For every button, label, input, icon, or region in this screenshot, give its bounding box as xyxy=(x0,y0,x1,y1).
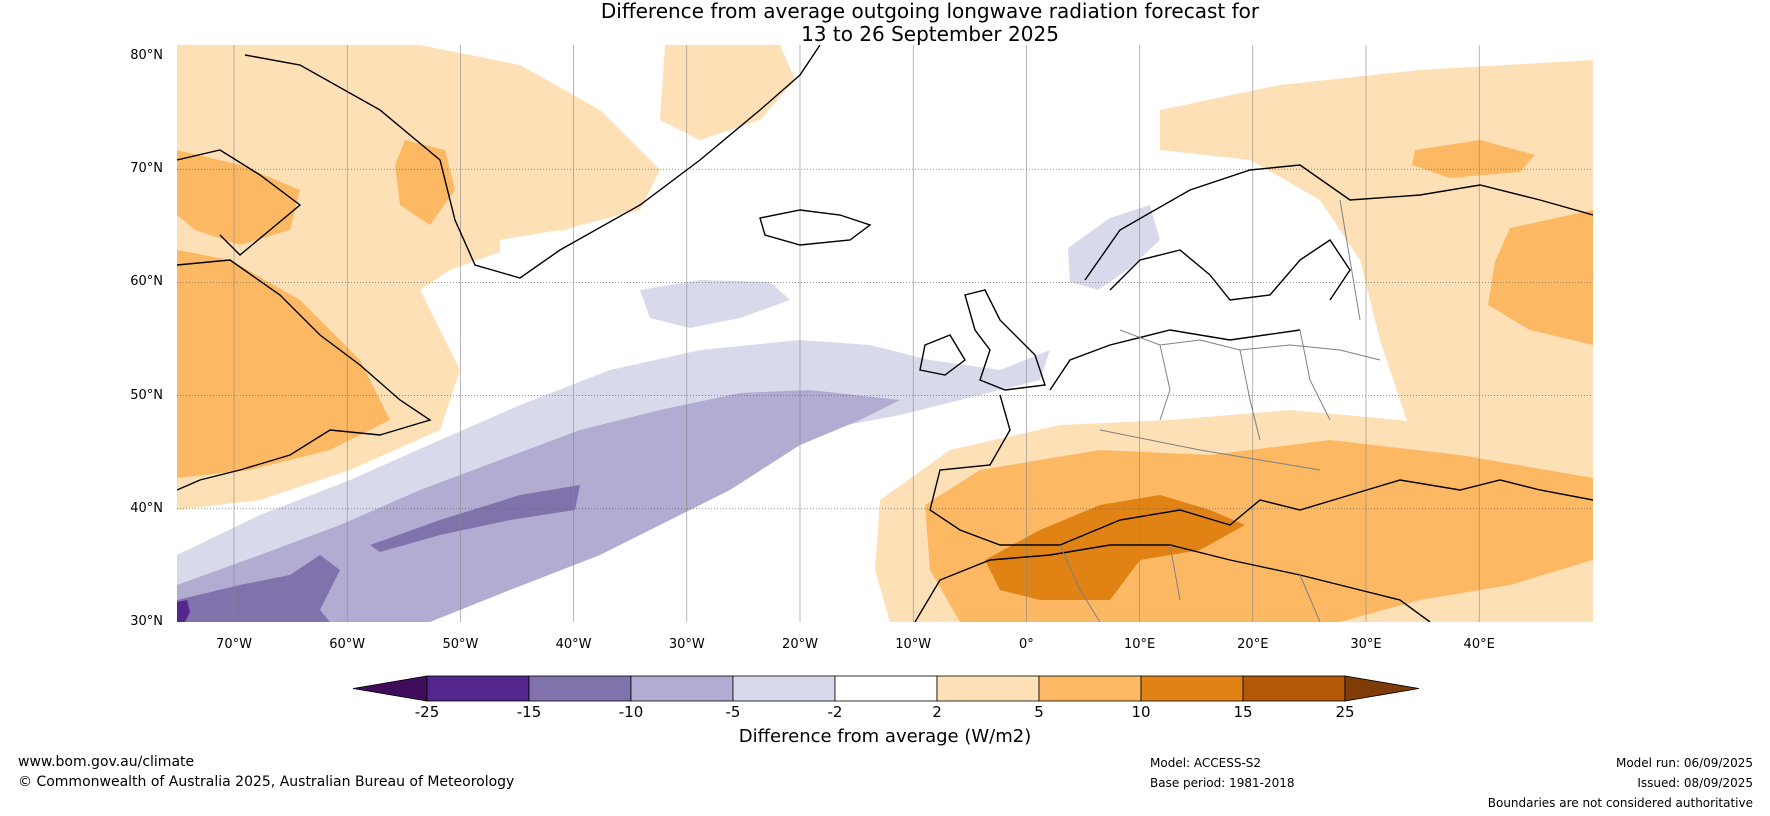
colorbar-extend-low xyxy=(352,675,428,702)
footer-model: Model: ACCESS-S2 xyxy=(1150,756,1262,770)
longitude-label: 40°W xyxy=(555,637,592,652)
coastline-labrador xyxy=(177,259,432,491)
coastline-scandinavia xyxy=(1109,239,1351,301)
anomaly-atlantic-purple-mid xyxy=(177,555,340,622)
borders-africa xyxy=(1059,544,1321,622)
colorbar-extend-high xyxy=(1344,675,1420,702)
colorbar-tick-label: -5 xyxy=(725,703,741,721)
anomaly-icelandsouth-lavender xyxy=(640,280,790,328)
anomaly-core-deep-purple xyxy=(177,600,190,622)
anomaly-labrador-orange xyxy=(177,250,390,478)
coastline-iceland xyxy=(759,209,872,246)
colorbar-segment xyxy=(426,675,530,702)
anomaly-greenland-white xyxy=(500,230,585,285)
colorbar-segment xyxy=(1140,675,1244,702)
title-line-2: 13 to 26 September 2025 xyxy=(801,22,1059,46)
colorbar-tick-label: -15 xyxy=(516,703,542,721)
colorbar-segment xyxy=(528,675,632,702)
longitude-label: 60°W xyxy=(329,637,366,652)
country-borders xyxy=(1059,199,1381,622)
latitude-label: 30°N xyxy=(130,614,163,629)
footer-disclaimer: Boundaries are not considered authoritat… xyxy=(1487,796,1753,810)
colorbar-segment xyxy=(1038,675,1142,702)
footer-model-run: Model run: 06/09/2025 xyxy=(1615,756,1753,770)
longitude-label: 70°W xyxy=(216,637,252,652)
colorbar-segment xyxy=(936,675,1040,702)
latitude-label: 60°N xyxy=(130,274,163,290)
colorbar-segment xyxy=(1242,675,1346,702)
borders-europe xyxy=(1099,199,1381,471)
longitude-label: 50°W xyxy=(442,637,479,652)
colorbar-tick-label: -10 xyxy=(618,703,644,721)
colorbar-tick-label: -25 xyxy=(414,703,440,721)
map-area xyxy=(177,45,1593,622)
colorbar-segment xyxy=(732,675,836,702)
anomaly-eastgreenland-peach xyxy=(660,45,795,140)
title-line-1: Difference from average outgoing longwav… xyxy=(600,0,1260,23)
coastline-britain xyxy=(964,289,1046,391)
colorbar-tick-label: 2 xyxy=(932,703,942,721)
map-title: Difference from average outgoing longwav… xyxy=(0,0,1770,46)
colorbar xyxy=(352,675,1420,702)
footer-issued: Issued: 08/09/2025 xyxy=(1637,776,1753,790)
longitude-label: 10°E xyxy=(1123,637,1156,652)
graticule xyxy=(177,45,1593,622)
longitude-label: 0° xyxy=(1019,637,1034,652)
latitude-label: 50°N xyxy=(130,387,163,403)
latitude-label: 70°N xyxy=(130,161,163,177)
footer-copyright: © Commonwealth of Australia 2025, Austra… xyxy=(18,774,515,790)
latitude-label: 40°N xyxy=(130,500,163,516)
colorbar-tick-label: 25 xyxy=(1335,703,1355,721)
colorbar-tick-label: 10 xyxy=(1131,703,1151,721)
longitude-label: 30°E xyxy=(1350,637,1382,652)
anomaly-atlantic-purple-mid-2 xyxy=(370,485,580,552)
longitude-label: 20°W xyxy=(782,637,818,652)
anomaly-barents-orange xyxy=(1412,140,1535,178)
colorbar-segment xyxy=(630,675,734,702)
coastline-ireland xyxy=(919,334,966,376)
colorbar-tick-label: -2 xyxy=(827,703,843,721)
coastline-greenland xyxy=(244,45,821,279)
colorbar-title: Difference from average (W/m2) xyxy=(738,726,1032,747)
anomaly-urals-orange xyxy=(1488,210,1593,345)
longitude-label: 20°E xyxy=(1237,637,1269,652)
coastline-baffin xyxy=(177,149,302,256)
longitude-label: 10°W xyxy=(895,637,932,652)
latitude-label: 80°N xyxy=(130,48,163,63)
anomaly-baffin-orange xyxy=(177,150,300,245)
colorbar-tick-label: 15 xyxy=(1233,703,1253,721)
longitude-label: 40°E xyxy=(1463,637,1495,652)
anomaly-norway-lavender xyxy=(1068,205,1160,290)
anomaly-sahara-darkorange xyxy=(985,495,1245,600)
colorbar-tick-label: 5 xyxy=(1034,703,1044,721)
longitude-label: 30°W xyxy=(668,637,705,652)
footer-website[interactable]: www.bom.gov.au/climate xyxy=(18,754,195,770)
colorbar-segment xyxy=(834,675,938,702)
footer-base-period: Base period: 1981-2018 xyxy=(1150,776,1295,790)
